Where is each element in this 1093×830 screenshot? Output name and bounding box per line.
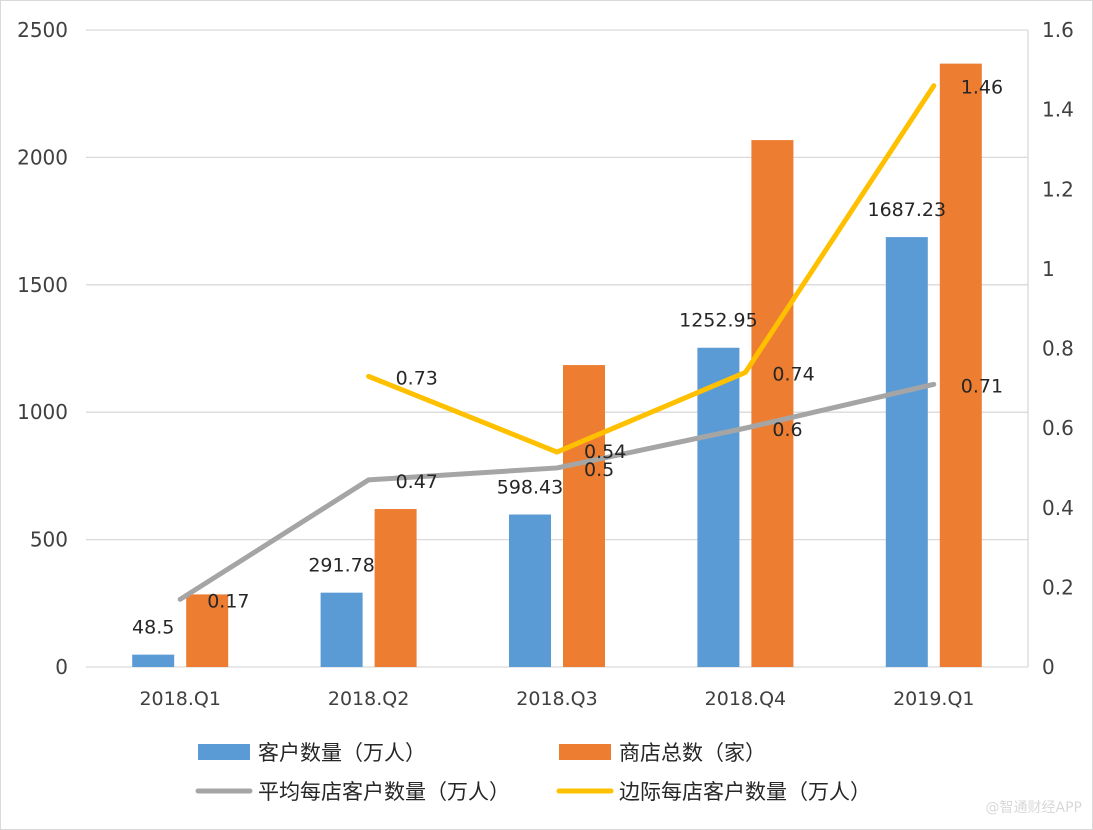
line-data-label: 0.71 (961, 375, 1003, 397)
line-data-label: 0.74 (772, 363, 814, 385)
bar-data-label: 48.5 (132, 617, 174, 639)
right-tick-label: 1.4 (1042, 98, 1074, 122)
right-tick-label: 1 (1042, 257, 1055, 281)
category-axis: 2018.Q1 2018.Q2 2018.Q3 2018.Q4 2019.Q1 (139, 688, 974, 710)
bar-stores (186, 594, 229, 667)
bar-data-label: 598.43 (497, 477, 563, 499)
right-tick-label: 0.6 (1042, 416, 1074, 440)
bar-stores (939, 63, 982, 667)
legend-label: 边际每店客户数量（万人） (619, 780, 871, 804)
right-tick-label: 0.4 (1042, 496, 1074, 520)
data-labels: 48.5 291.78 598.43 1252.95 1687.23 0.17 0.47 0.… (132, 77, 1003, 639)
line-data-label: 0.17 (207, 590, 249, 612)
line-data-label: 0.47 (396, 471, 438, 493)
line-data-label: 0.6 (772, 419, 802, 441)
left-tick-label: 2000 (17, 145, 68, 169)
legend-label: 客户数量（万人） (258, 741, 426, 765)
line-data-label: 1.46 (961, 77, 1003, 99)
legend-swatch-stores (559, 744, 611, 760)
left-tick-label: 0 (55, 655, 68, 679)
bar-customers (132, 654, 175, 667)
category-label: 2019.Q1 (893, 688, 974, 710)
category-label: 2018.Q4 (705, 688, 786, 710)
bar-data-label: 1252.95 (679, 310, 758, 332)
right-tick-label: 0.2 (1042, 575, 1074, 599)
legend-label: 商店总数（家） (619, 741, 766, 765)
category-label: 2018.Q3 (516, 688, 597, 710)
bar-customers (885, 237, 928, 667)
category-label: 2018.Q2 (328, 688, 409, 710)
left-axis: 0 500 1000 1500 2000 2500 (17, 18, 68, 679)
left-tick-label: 1500 (17, 273, 68, 297)
line-series (177, 83, 937, 602)
bar-data-label: 1687.23 (868, 199, 947, 221)
left-tick-label: 2500 (17, 18, 68, 42)
bar-stores (374, 509, 417, 667)
right-tick-label: 1.6 (1042, 18, 1074, 42)
right-tick-label: 0 (1042, 655, 1055, 679)
bar-stores (563, 365, 605, 667)
right-axis: 0 0.2 0.4 0.6 0.8 1 1.2 1.4 1.6 (1027, 18, 1074, 679)
legend-swatch-customers (198, 744, 250, 760)
gridlines (86, 29, 1028, 668)
bar-stores (751, 140, 794, 667)
bar-customers (320, 592, 363, 667)
watermark: @智通财经APP (986, 800, 1082, 816)
legend-label: 平均每店客户数量（万人） (258, 780, 510, 804)
line-marginal-per-store (366, 83, 937, 455)
bar-series (132, 63, 982, 667)
right-tick-label: 1.2 (1042, 177, 1074, 201)
left-tick-label: 500 (30, 528, 68, 552)
right-tick-label: 0.8 (1042, 337, 1074, 361)
bar-customers (509, 514, 551, 667)
line-average-per-store (177, 381, 937, 602)
bar-data-label: 291.78 (308, 555, 374, 577)
category-label: 2018.Q1 (139, 688, 220, 710)
line-data-label: 0.5 (584, 459, 614, 481)
legend: 客户数量（万人） 商店总数（家） 平均每店客户数量（万人） 边际每店客户数量（万人） (195, 741, 871, 804)
left-tick-label: 1000 (17, 400, 68, 424)
bar-customers (697, 347, 740, 667)
line-data-label: 0.54 (584, 441, 626, 463)
line-data-label: 0.73 (396, 367, 438, 389)
